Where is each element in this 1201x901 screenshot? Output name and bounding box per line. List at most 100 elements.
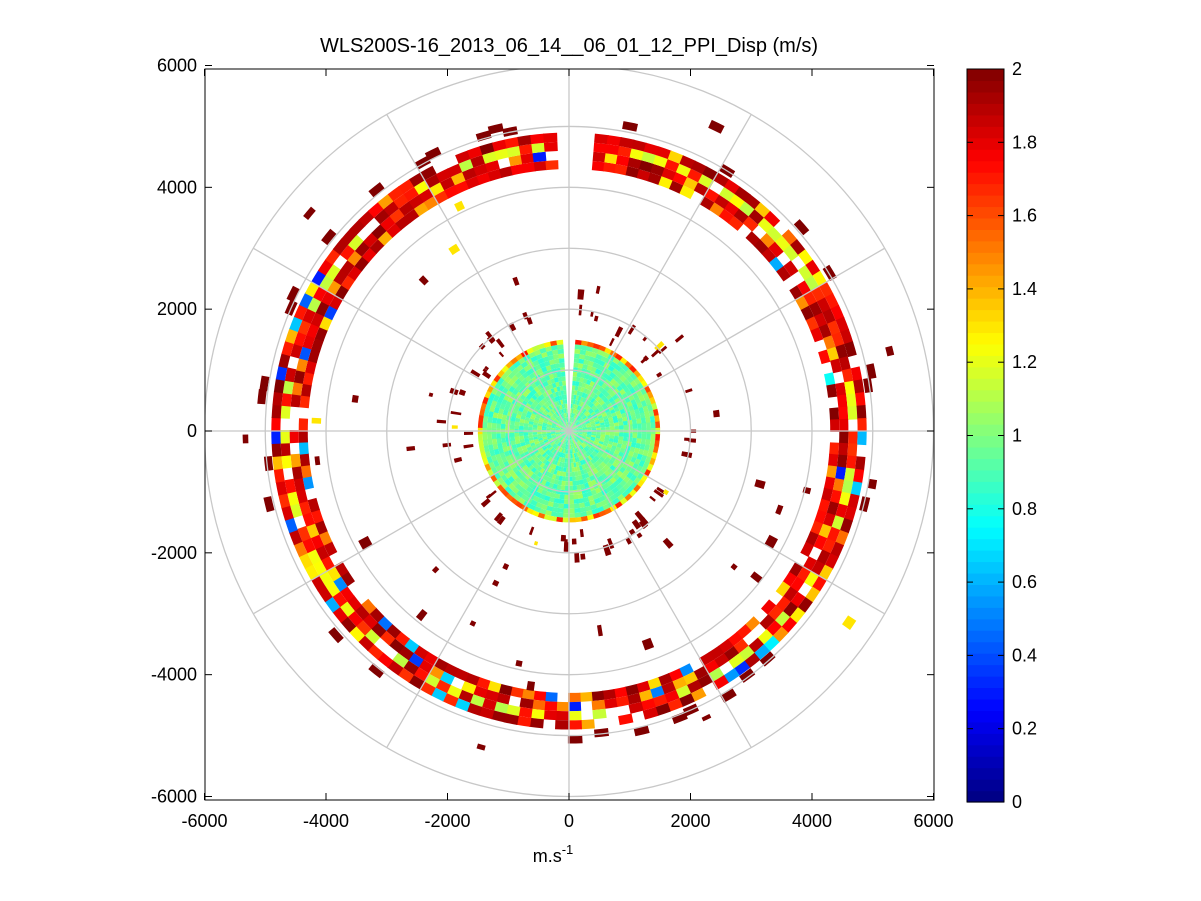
- disk-cell: [571, 444, 574, 449]
- ring-cell: [579, 691, 593, 702]
- disk-cell: [521, 400, 528, 406]
- disk-cell: [575, 461, 579, 467]
- disk-cell: [576, 442, 580, 447]
- disk-cell: [510, 440, 516, 446]
- disk-cell: [591, 479, 597, 486]
- disk-cell: [574, 409, 577, 414]
- ring-cell: [454, 180, 470, 194]
- ring-cell: [280, 404, 291, 419]
- disk-cell: [557, 390, 562, 396]
- ring-cell: [284, 517, 298, 534]
- ring-cell: [318, 530, 333, 546]
- disk-cell: [541, 376, 547, 383]
- disk-cell: [491, 399, 498, 407]
- disk-cell: [562, 443, 566, 449]
- disk-cell: [570, 417, 573, 423]
- disk-cell: [619, 357, 628, 365]
- ring-cell: [804, 586, 821, 604]
- ring-cell: [545, 160, 559, 171]
- azimuth-spoke: [253, 430, 570, 615]
- disk-cell: [649, 457, 656, 466]
- ring-cell: [839, 418, 849, 432]
- disk-cell: [549, 492, 556, 498]
- colorbar-tick-label: 1.6: [1012, 206, 1037, 226]
- disk-cell: [531, 412, 537, 418]
- disk-cell: [618, 405, 624, 411]
- ring-cell: [311, 337, 324, 353]
- colorbar-band: [967, 229, 1004, 242]
- disk-cell: [654, 440, 660, 448]
- disk-cell: [585, 467, 591, 473]
- ring-cell: [555, 701, 569, 712]
- ring-cell: [404, 208, 420, 224]
- disk-cell: [583, 496, 590, 503]
- disk-cell: [586, 491, 593, 497]
- disk-cell: [593, 388, 599, 395]
- ring-cell: [392, 652, 409, 668]
- disk-cell: [579, 349, 587, 356]
- disk-cell: [484, 450, 491, 458]
- ring-cell: [835, 344, 848, 360]
- ring-cell: [568, 701, 582, 712]
- disk-cell: [534, 475, 540, 482]
- ring-cell: [708, 645, 725, 661]
- disk-cell: [558, 436, 563, 441]
- echo-cell: [463, 431, 474, 435]
- disk-cell: [593, 462, 599, 469]
- disk-cell: [554, 439, 559, 444]
- echo-cell: [579, 529, 584, 538]
- disk-cell: [585, 456, 591, 463]
- disk-cell: [562, 424, 566, 428]
- disk-cell: [619, 447, 626, 454]
- disk-cell: [500, 423, 506, 429]
- disk-cell: [641, 433, 647, 440]
- disk-cell: [550, 468, 555, 474]
- disk-cell: [559, 494, 565, 500]
- disk-cell: [565, 403, 568, 409]
- disk-cell: [562, 448, 566, 454]
- echo-cell: [764, 534, 778, 549]
- outer-ring-cells: [257, 121, 877, 744]
- ring-cell: [821, 538, 836, 555]
- disk-cell: [591, 444, 597, 449]
- echo-cell: [662, 489, 669, 496]
- disk-cell: [618, 432, 624, 437]
- ring-cell: [465, 175, 481, 189]
- disk-cell: [645, 416, 651, 424]
- disk-cell: [519, 435, 525, 440]
- disk-cell: [550, 363, 556, 370]
- disk-cell: [500, 372, 509, 381]
- disk-cell: [547, 456, 553, 462]
- disk-cell: [556, 484, 562, 490]
- ring-cell: [835, 466, 847, 481]
- disk-cell: [555, 432, 561, 435]
- disk-cell: [586, 423, 592, 427]
- ring-cell: [517, 134, 533, 146]
- disk-cell: [572, 485, 578, 491]
- ring-cell: [281, 392, 293, 407]
- disk-cell: [571, 434, 576, 438]
- ring-cell: [442, 692, 459, 707]
- disk-cell: [577, 441, 581, 446]
- echo-cell: [512, 276, 520, 286]
- echo-cell: [450, 411, 462, 416]
- disk-cell: [483, 445, 490, 452]
- disk-cell: [487, 416, 493, 423]
- ring-cell: [650, 163, 666, 177]
- y-tick-label: 0: [187, 421, 197, 441]
- disk-cell: [565, 476, 569, 482]
- ring-cell: [476, 172, 492, 185]
- disk-cell: [514, 451, 520, 457]
- disk-cell: [545, 415, 551, 420]
- disk-cell: [578, 417, 583, 422]
- disk-cell: [551, 442, 556, 447]
- colorbar-tick-label: 0: [1012, 792, 1022, 812]
- disk-cell: [540, 457, 546, 463]
- disk-cell: [504, 383, 512, 391]
- disk-cell: [636, 438, 642, 444]
- ring-cell: [824, 372, 836, 387]
- disk-cell: [604, 456, 611, 463]
- disk-cell: [578, 474, 583, 481]
- echo-cell: [574, 553, 580, 563]
- disk-cell: [614, 407, 620, 413]
